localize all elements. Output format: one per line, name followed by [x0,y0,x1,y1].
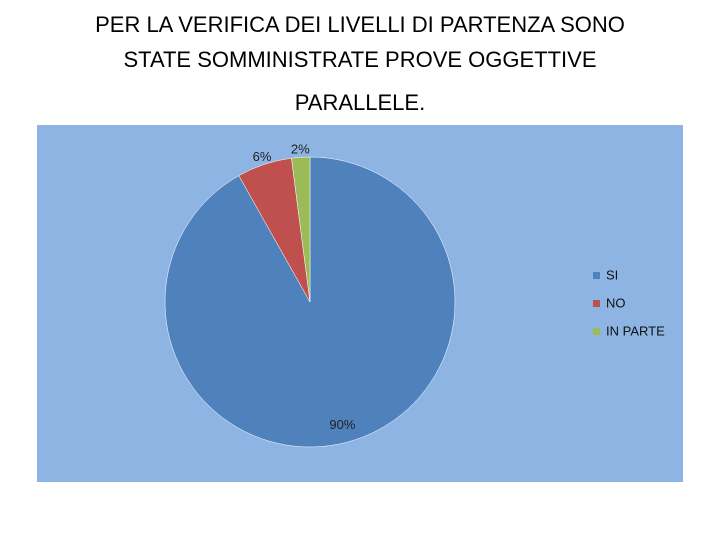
legend-swatch [593,328,600,335]
chart-title: PARALLELE. [295,90,425,115]
legend-label: SI [606,267,618,282]
legend-label: NO [606,295,626,310]
legend-label: IN PARTE [606,323,665,338]
pie-slice [291,156,311,303]
data-label: 90% [329,417,355,432]
data-label: 6% [253,149,272,164]
data-label: 2% [291,142,310,157]
legend-swatch [593,272,600,279]
chart-title: STATE SOMMINISTRATE PROVE OGGETTIVE [123,47,596,72]
legend-swatch [593,300,600,307]
chart-title: PER LA VERIFICA DEI LIVELLI DI PARTENZA … [95,12,625,37]
